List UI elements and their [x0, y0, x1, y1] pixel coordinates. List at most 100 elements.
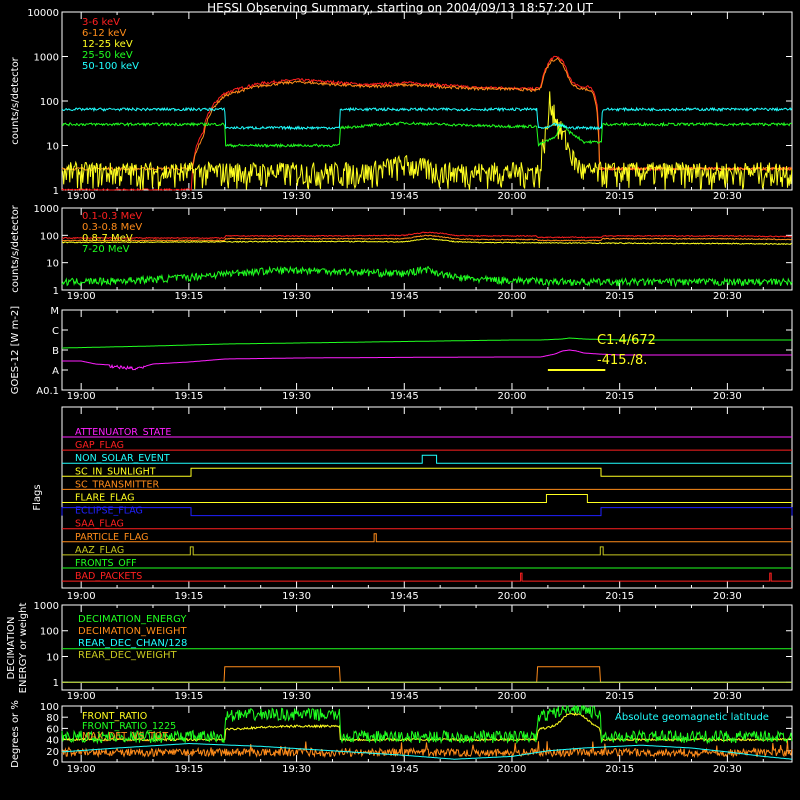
series-line [61, 121, 792, 149]
flag-label: SC_TRANSMITTER [75, 479, 160, 490]
y-tick-label: 80 [46, 713, 59, 724]
axes-layer: 19:00 19:15 19:30 19:45 20:00 20:15 20:30 19:00… [6, 8, 793, 775]
time-tick-label: 19:30 [282, 191, 311, 202]
y-tick-label: 100 [40, 702, 59, 713]
flag-label: GAP_FLAG [75, 440, 124, 451]
time-tick-label: 19:30 [282, 591, 311, 602]
legend-entry: DECIMATION_ENERGY [78, 614, 187, 625]
time-tick-label: 19:45 [390, 691, 419, 702]
y-tick-label: 10000 [27, 8, 59, 19]
y-tick-label: 0 [53, 758, 59, 769]
time-tick-label: 20:00 [498, 391, 527, 402]
legend-entry: DECIMATION_WEIGHT [78, 626, 187, 637]
series-line [61, 91, 793, 191]
series-line [61, 234, 792, 242]
legend-entry: FRONT_RATIO [82, 711, 147, 722]
flag-line [62, 454, 792, 464]
series-line [61, 743, 792, 760]
y-tick-label: A0.1 [36, 386, 59, 397]
legend-entry: 0.1-0.3 MeV [82, 211, 142, 222]
time-tick-label: 19:00 [67, 764, 96, 775]
flag-label: NON_SOLAR_EVENT [75, 453, 170, 464]
legend-entry: 6-12 keV [82, 28, 126, 39]
legend-entry: MAX_DET_VS_TOT [82, 731, 168, 742]
series-line [61, 740, 793, 759]
time-tick-label: 20:15 [605, 591, 634, 602]
legend-entry: FRONT_RATIO_1225 [82, 721, 176, 732]
time-tick-label: 19:45 [390, 764, 419, 775]
y-tick-label: 1 [53, 286, 59, 297]
flag-line [62, 533, 792, 543]
y-tick-label: 1 [53, 678, 59, 689]
time-tick-label: 19:15 [174, 391, 203, 402]
flag-line [62, 494, 792, 503]
time-tick-label: 19:00 [67, 691, 96, 702]
y-tick-label: 20 [46, 747, 59, 758]
time-tick-label: 19:45 [390, 191, 419, 202]
series-line [61, 106, 793, 131]
goes-annotation: C1.4/672 [597, 333, 656, 348]
y-tick-label: M [50, 306, 59, 317]
time-tick-label: 19:00 [67, 291, 96, 302]
time-tick-label: 19:00 [67, 591, 96, 602]
flag-label: ECLIPSE_FLAG [75, 506, 143, 517]
y-tick-label: 1000 [34, 204, 59, 215]
time-tick-label: 20:00 [498, 764, 527, 775]
time-tick-label: 20:30 [713, 691, 742, 702]
series-line [61, 704, 793, 745]
time-tick-label: 20:15 [605, 691, 634, 702]
data-layer [61, 55, 793, 760]
right-axis-label: Absolute geomagnetic latitude [615, 712, 769, 723]
time-tick-label: 20:30 [713, 591, 742, 602]
time-tick-label: 20:00 [498, 591, 527, 602]
y-tick-label: 1000 [34, 53, 59, 64]
panel-frame [61, 406, 793, 589]
flag-label: FRONTS_OFF [75, 558, 137, 569]
y-axis-label: Flags [32, 484, 43, 510]
flag-line [62, 546, 792, 556]
time-tick-label: 20:30 [713, 764, 742, 775]
series-line [61, 237, 792, 246]
y-tick-label: 10 [46, 652, 59, 663]
goes-line [62, 337, 792, 349]
time-tick-label: 19:15 [174, 591, 203, 602]
legend-entry: 50-100 keV [82, 61, 139, 72]
y-axis-label: DECIMATION [6, 616, 17, 679]
flag-line [61, 507, 793, 517]
y-tick-label: C [52, 326, 59, 337]
flag-label: PARTICLE_FLAG [75, 532, 148, 543]
legend-entry: 12-25 keV [82, 39, 133, 50]
time-tick-label: 19:30 [282, 764, 311, 775]
y-tick-label: 100 [40, 627, 59, 638]
time-tick-label: 20:00 [498, 191, 527, 202]
y-tick-label: 1 [53, 186, 59, 197]
y-tick-label: A [52, 366, 59, 377]
y-axis-label: ENERGY or weight [18, 603, 29, 694]
y-tick-label: 60 [46, 724, 59, 735]
time-tick-label: 19:30 [282, 391, 311, 402]
time-tick-label: 20:00 [498, 291, 527, 302]
flag-label: SC_IN_SUNLIGHT [75, 466, 156, 477]
y-tick-label: 100 [40, 231, 59, 242]
time-tick-label: 19:00 [67, 191, 96, 202]
time-tick-label: 19:30 [282, 291, 311, 302]
y-tick-label: 40 [46, 736, 59, 747]
series-line [61, 265, 793, 288]
y-tick-label: 10 [46, 259, 59, 270]
legend-entry: 0.3-0.8 MeV [82, 222, 142, 233]
chart-title: HESSI Observing Summary, starting on 200… [207, 1, 593, 15]
time-tick-label: 19:15 [174, 191, 203, 202]
y-tick-label: 1000 [34, 601, 59, 612]
goes-annotation: -415./8. [597, 353, 647, 368]
y-tick-label: 100 [40, 97, 59, 108]
y-tick-label: 10 [46, 142, 59, 153]
flag-line [62, 467, 792, 477]
legend-entry: 25-50 keV [82, 50, 133, 61]
time-tick-label: 19:45 [390, 591, 419, 602]
time-tick-label: 19:00 [67, 391, 96, 402]
time-tick-label: 19:15 [174, 691, 203, 702]
legend-entry: 3-6 keV [82, 17, 120, 28]
time-tick-label: 20:15 [605, 391, 634, 402]
